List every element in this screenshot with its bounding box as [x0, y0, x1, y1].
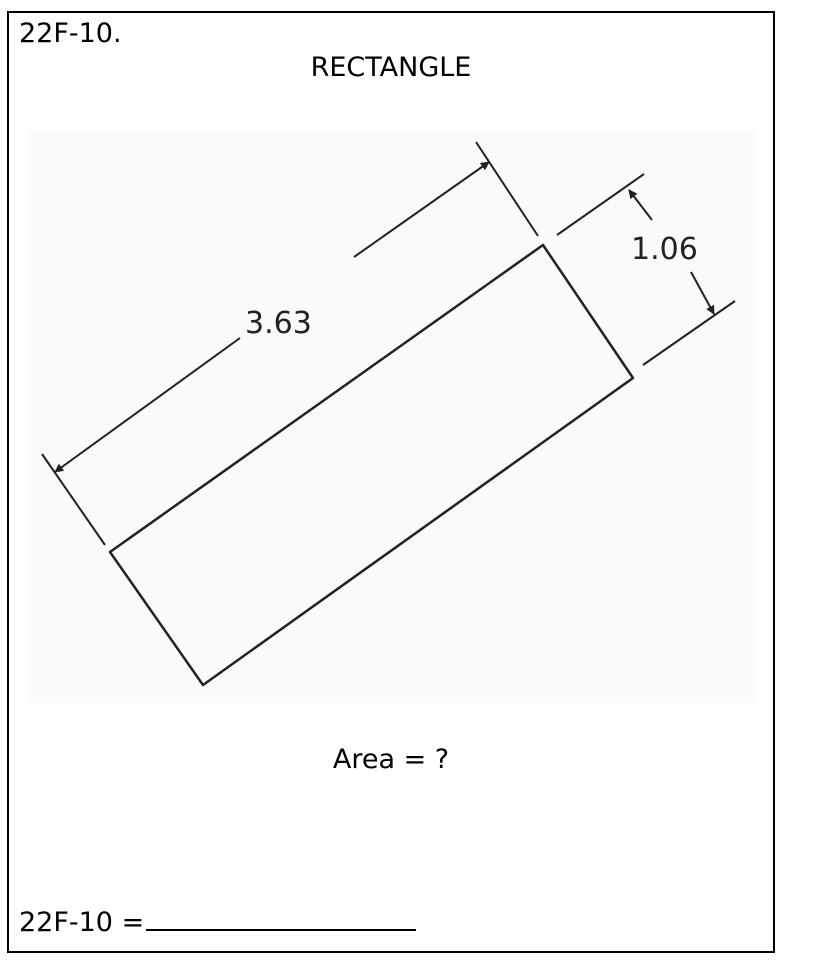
- extension-line-left: [41, 453, 106, 546]
- extension-line-bottom: [642, 300, 736, 366]
- width-label: 1.06: [631, 232, 698, 267]
- answer-label: 22F-10 =: [19, 907, 145, 938]
- rectangle-diagram: 3.63 1.06: [41, 141, 736, 687]
- problem-card: 22F-10. RECTANGLE 3.63 1.06: [7, 11, 775, 953]
- answer-line: 22F-10 =: [19, 903, 417, 940]
- width-arrow-upper: [628, 189, 653, 221]
- figure-title: RECTANGLE: [310, 52, 472, 83]
- width-arrow-lower: [690, 271, 715, 315]
- length-dimension-line-upper: [353, 161, 490, 258]
- length-dimension-line-lower: [54, 337, 241, 473]
- extension-line-top: [556, 173, 645, 236]
- answer-blank[interactable]: [146, 903, 417, 931]
- problem-id: 22F-10.: [19, 18, 122, 49]
- rectangle-shape: [108, 243, 635, 687]
- area-question: Area = ?: [332, 744, 450, 775]
- length-label: 3.63: [245, 306, 312, 341]
- extension-line-right: [475, 141, 539, 237]
